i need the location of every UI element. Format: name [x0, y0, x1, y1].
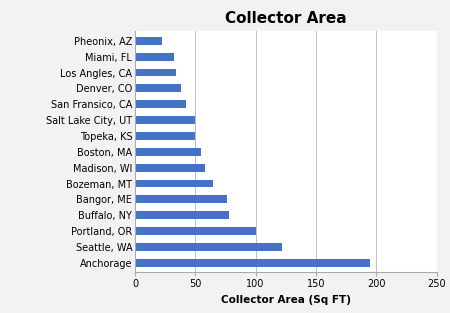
Bar: [135, 116, 195, 124]
Bar: [135, 259, 370, 267]
Title: Collector Area: Collector Area: [225, 11, 346, 26]
Bar: [135, 100, 186, 108]
Bar: [135, 148, 201, 156]
Bar: [135, 69, 176, 76]
X-axis label: Collector Area (Sq FT): Collector Area (Sq FT): [221, 295, 351, 305]
Bar: [135, 164, 205, 172]
Bar: [135, 243, 282, 251]
Bar: [135, 211, 229, 219]
Bar: [135, 37, 162, 45]
Bar: [135, 195, 227, 203]
Bar: [135, 227, 256, 235]
Bar: [135, 132, 195, 140]
Bar: [135, 53, 174, 61]
Bar: [135, 180, 213, 187]
Bar: [135, 85, 181, 92]
